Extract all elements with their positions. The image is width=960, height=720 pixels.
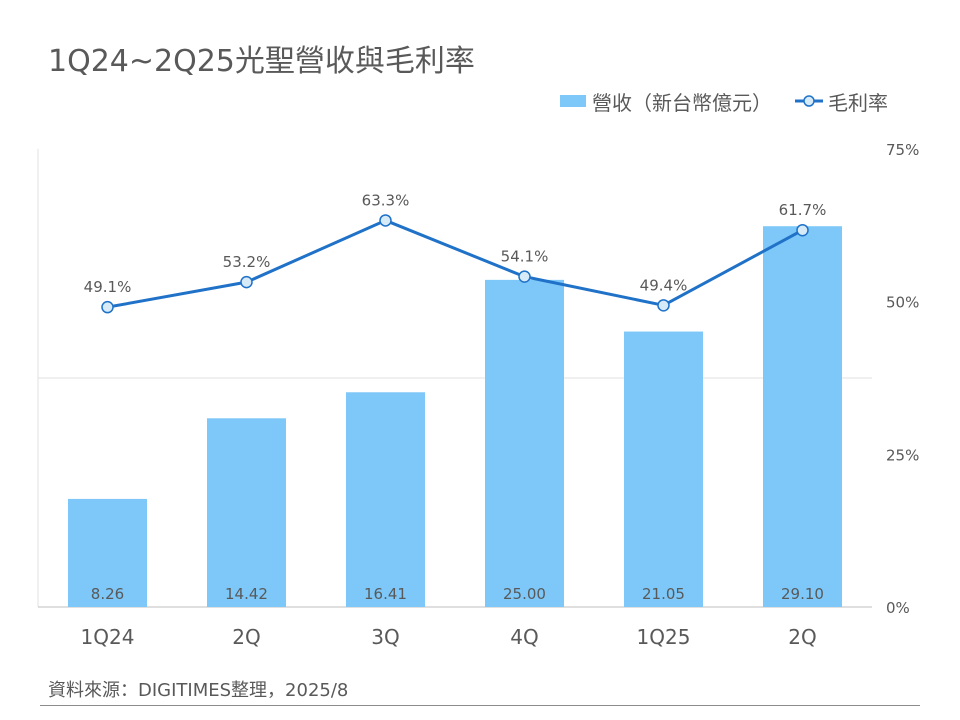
chart-title: 1Q24~2Q25光聖營收與毛利率	[48, 44, 475, 79]
margin-line	[107, 218, 804, 309]
margin-point	[518, 270, 531, 283]
bar-value-label: 29.10	[781, 585, 824, 603]
bar-value-label: 8.26	[91, 585, 124, 603]
legend-label-revenue: 營收（新台幣億元）	[592, 90, 772, 115]
right-axis-tick-label: 75%	[886, 141, 919, 159]
margin-value-label: 49.1%	[84, 278, 132, 296]
footer-divider	[40, 705, 920, 706]
margin-point	[240, 275, 253, 289]
right-axis-tick-label: 50%	[886, 294, 919, 312]
legend-line-swatch	[795, 95, 823, 107]
margin-value-label: 53.2%	[223, 253, 271, 271]
bar-value-label: 16.41	[364, 585, 407, 603]
bar-revenue	[485, 279, 564, 607]
legend: 營收（新台幣億元） 毛利率	[560, 87, 888, 116]
bar-revenue	[68, 498, 147, 607]
x-tick-label: 1Q24	[81, 625, 135, 649]
right-axis-tick-label: 25%	[886, 446, 919, 464]
bar-value-label: 14.42	[225, 585, 268, 603]
x-tick-label: 2Q	[788, 625, 816, 649]
right-axis-tick-label: 0%	[886, 599, 910, 617]
source-note: 資料來源：DIGITIMES整理，2025/8	[48, 680, 349, 701]
x-tick-label: 3Q	[371, 625, 399, 649]
bar-value-label: 25.00	[503, 585, 546, 603]
bar-value-label: 21.05	[642, 585, 685, 603]
legend-label-margin: 毛利率	[828, 90, 888, 115]
margin-value-label: 61.7%	[779, 201, 827, 219]
bar-revenue	[207, 418, 286, 607]
x-tick-label: 1Q25	[637, 625, 691, 649]
bar-revenue	[624, 331, 703, 607]
margin-value-label: 49.4%	[640, 276, 688, 294]
margin-point	[657, 299, 670, 312]
bar-revenue	[346, 392, 425, 607]
margin-point	[101, 300, 114, 314]
margin-point	[796, 223, 809, 237]
margin-point	[379, 214, 392, 227]
bar-revenue	[763, 226, 842, 607]
margin-value-label: 63.3%	[362, 191, 410, 209]
legend-bar-swatch	[560, 95, 586, 107]
x-tick-label: 4Q	[510, 625, 538, 649]
legend-item-revenue: 營收（新台幣億元）	[560, 87, 772, 116]
x-tick-label: 2Q	[232, 625, 260, 649]
margin-value-label: 54.1%	[501, 248, 549, 266]
legend-item-margin: 毛利率	[794, 87, 888, 116]
